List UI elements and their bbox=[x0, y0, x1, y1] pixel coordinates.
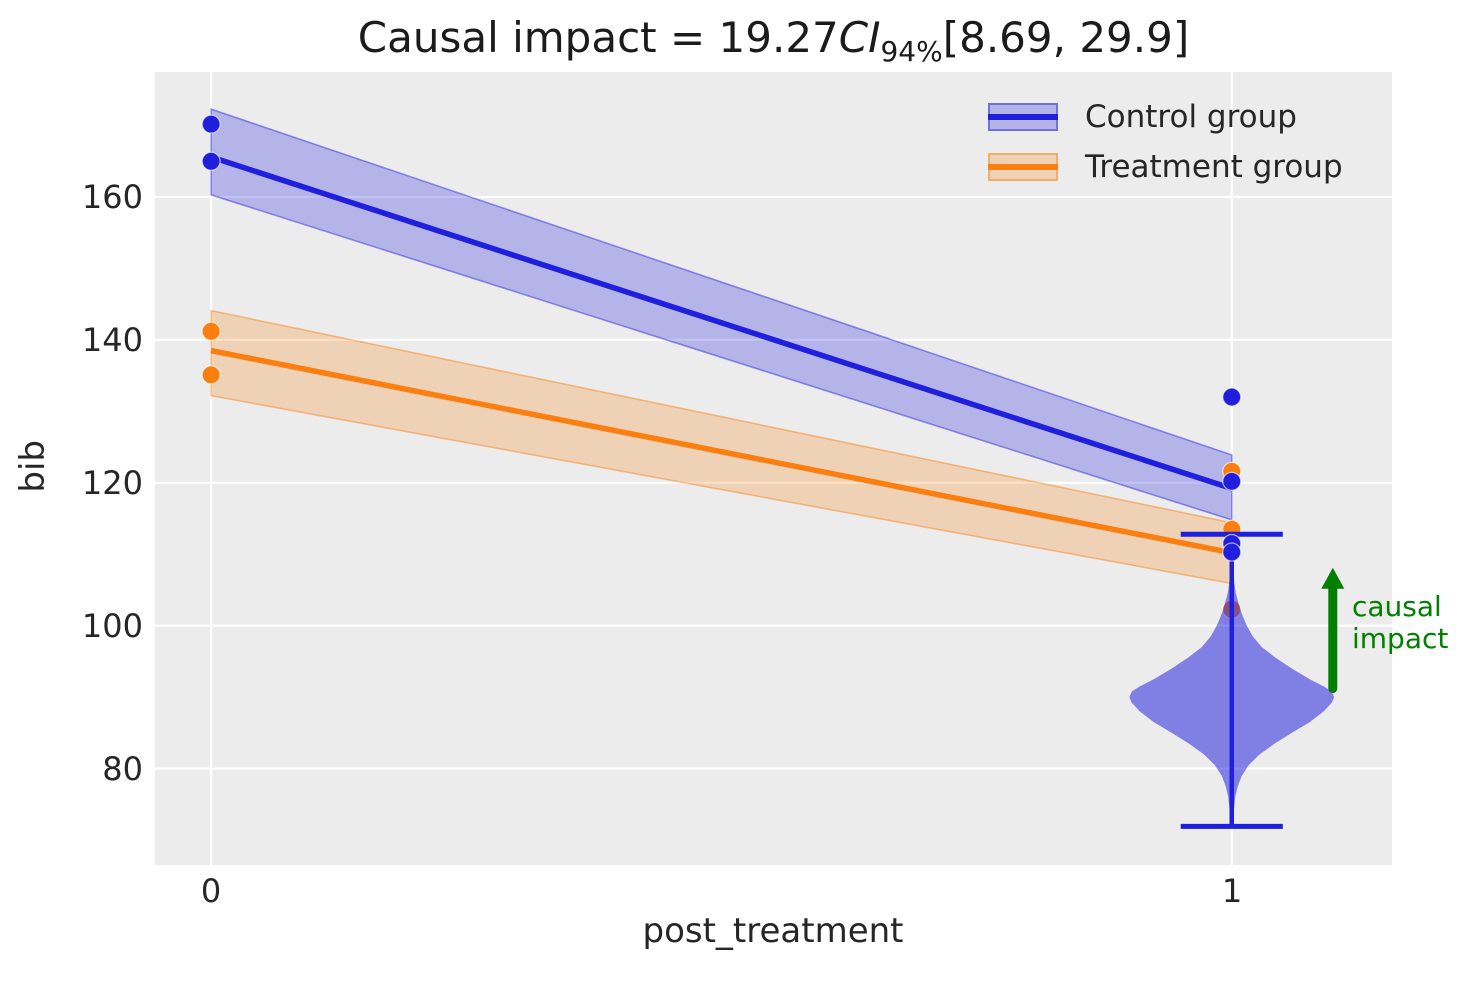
title-ci-subscript: 94% bbox=[880, 35, 943, 68]
legend-label-control: Control group bbox=[1085, 99, 1297, 135]
treatment-data-point bbox=[201, 365, 221, 385]
x-axis-label: post_treatment bbox=[642, 911, 904, 951]
title-suffix: [8.69, 29.9] bbox=[942, 13, 1190, 62]
legend-item-treatment bbox=[988, 153, 1058, 181]
legend-line-control bbox=[988, 114, 1058, 120]
annotation-line-1: causal bbox=[1352, 590, 1442, 623]
legend-label-treatment: Treatment group bbox=[1085, 149, 1343, 185]
chart-title: Causal impact = 19.27CI94%[8.69, 29.9] bbox=[155, 13, 1392, 66]
x-tick-label: 0 bbox=[200, 872, 222, 910]
y-tick-label: 140 bbox=[81, 321, 143, 359]
legend-item-control bbox=[988, 103, 1058, 131]
y-tick-label: 120 bbox=[81, 464, 143, 502]
treatment-trend-line bbox=[210, 347, 1233, 556]
legend-line-treatment bbox=[988, 164, 1058, 170]
title-prefix: Causal impact = 19.27 bbox=[357, 13, 839, 62]
causal-impact-annotation: causal impact bbox=[1352, 591, 1448, 655]
legend-swatch-treatment bbox=[988, 153, 1058, 181]
control-trend-line bbox=[210, 154, 1233, 492]
y-tick-label: 100 bbox=[81, 607, 143, 645]
x-tick-label: 1 bbox=[1221, 872, 1243, 910]
control-data-point bbox=[201, 151, 221, 171]
annotation-line-2: impact bbox=[1352, 622, 1449, 655]
causal-impact-arrow-head bbox=[1321, 567, 1345, 589]
treatment-data-point bbox=[201, 321, 221, 341]
control-data-point bbox=[1222, 387, 1242, 407]
title-ci: CI bbox=[838, 13, 881, 62]
control-data-point bbox=[1222, 471, 1242, 491]
y-tick-label: 80 bbox=[102, 750, 143, 788]
legend-swatch-control bbox=[988, 103, 1058, 131]
control-data-point bbox=[201, 114, 221, 134]
y-axis-label: bib bbox=[13, 440, 53, 493]
control-data-point bbox=[1222, 542, 1242, 562]
y-tick-label: 160 bbox=[81, 178, 143, 216]
